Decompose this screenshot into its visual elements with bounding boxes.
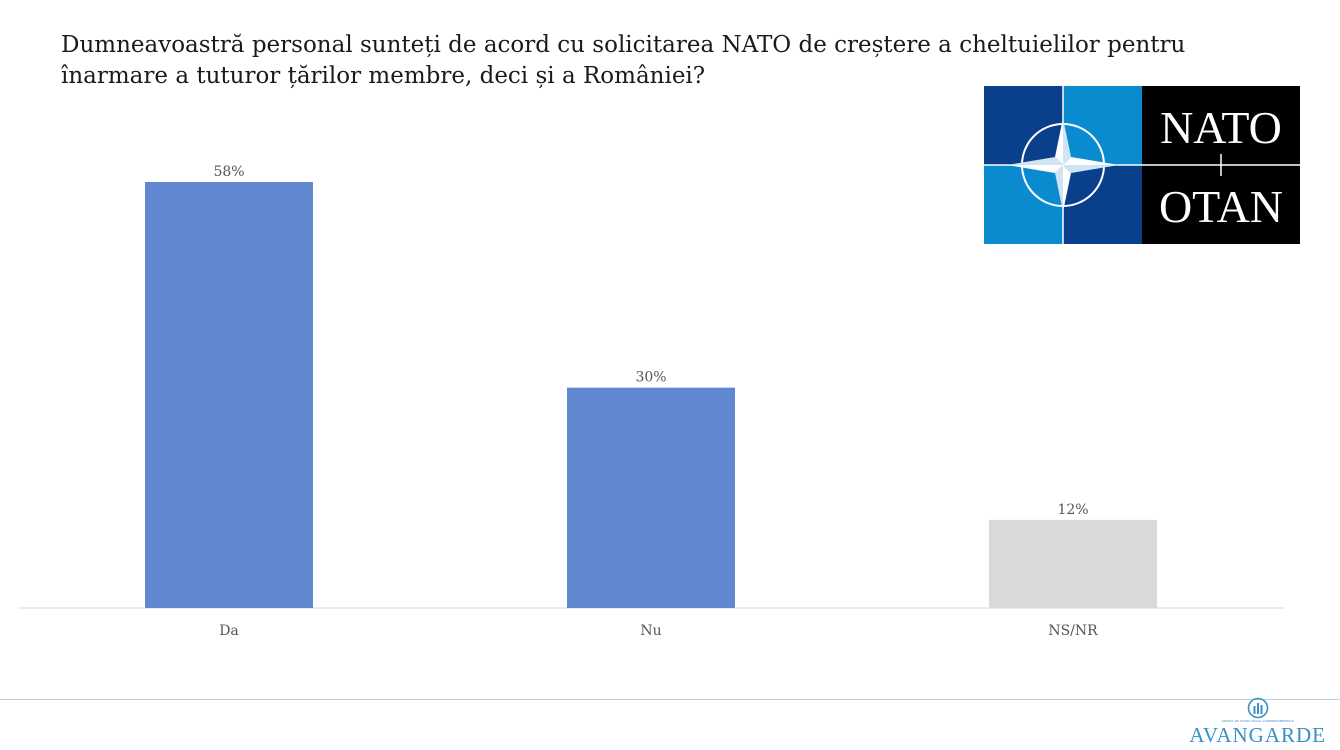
bar-ns-nr xyxy=(989,519,1157,608)
category-label: NS/NR xyxy=(1048,623,1098,639)
bar-nu xyxy=(567,387,735,608)
category-label: Nu xyxy=(640,623,661,639)
bar-chart: 58% Da 30% Nu 12% NS/NR xyxy=(18,164,1284,639)
data-label: 58% xyxy=(213,164,244,180)
avangarde-brand: AVANGARDE xyxy=(1189,723,1326,747)
logo-nato-text: NATO xyxy=(1160,102,1282,153)
footer-divider xyxy=(0,699,1340,700)
data-label: 12% xyxy=(1057,502,1088,518)
nato-otan-logo: NATO OTAN xyxy=(984,86,1300,244)
logo-otan-text: OTAN xyxy=(1159,181,1283,232)
avangarde-emblem-icon xyxy=(1247,697,1269,719)
category-label: Da xyxy=(219,623,239,639)
compass-star-icon xyxy=(1007,118,1119,212)
avangarde-tagline: GRUPUL DE STUDII SOCIAL-COMPORTAMENTALE xyxy=(1221,719,1294,723)
chart-title: Dumneavoastră personal sunteți de acord … xyxy=(61,32,1186,89)
data-label: 30% xyxy=(635,370,666,386)
bar-da xyxy=(145,182,313,608)
avangarde-logo: GRUPUL DE STUDII SOCIAL-COMPORTAMENTALE … xyxy=(1189,697,1326,748)
